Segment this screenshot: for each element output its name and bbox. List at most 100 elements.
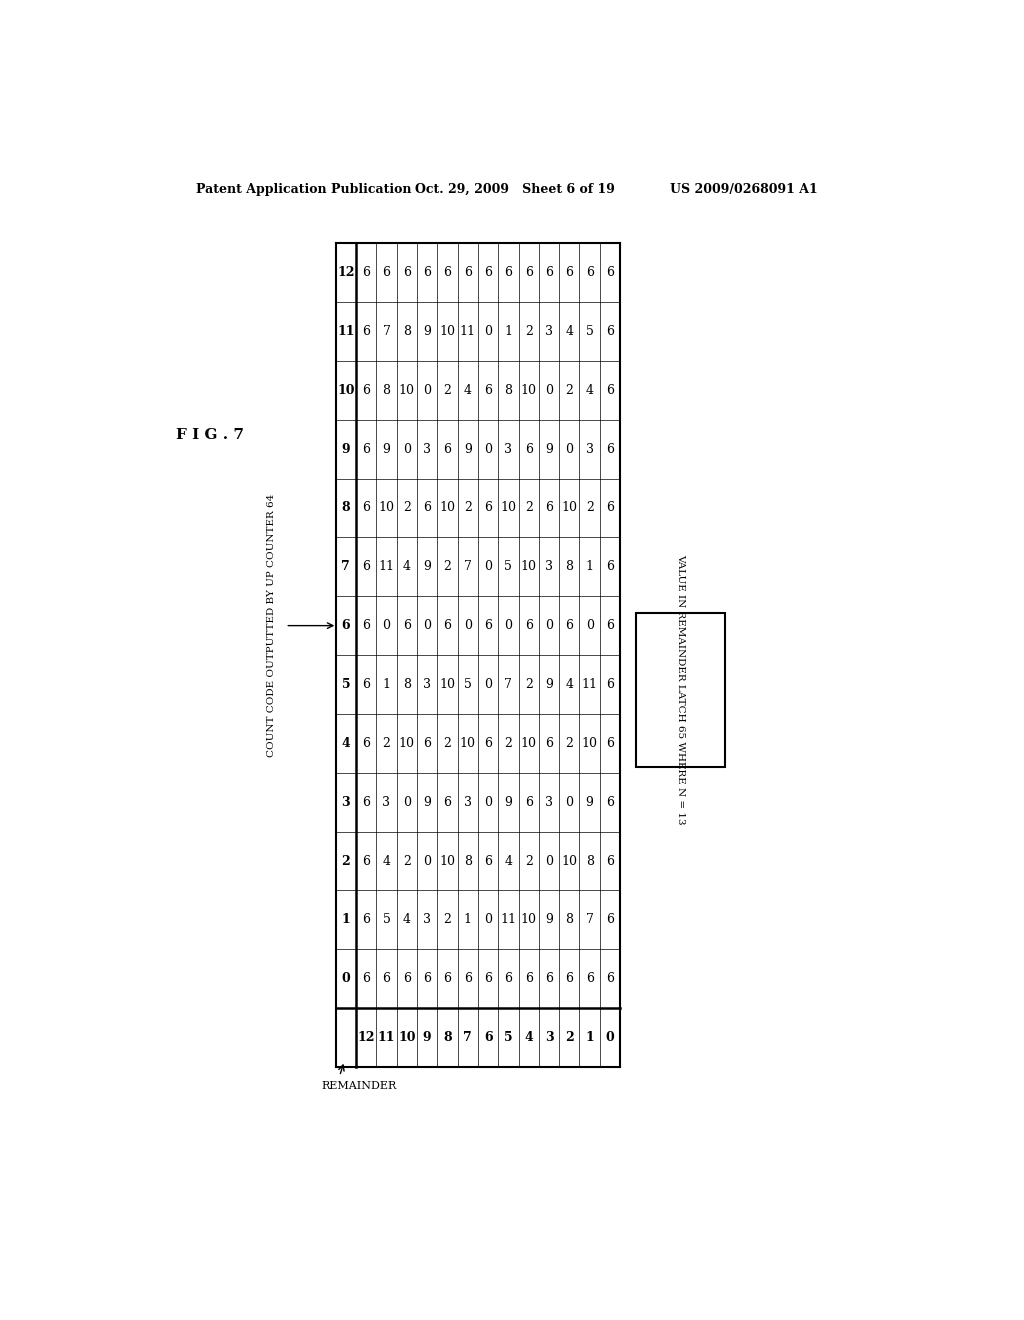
Text: 8: 8 xyxy=(464,854,472,867)
Text: 9: 9 xyxy=(505,796,512,809)
Text: 6: 6 xyxy=(362,854,370,867)
Text: 6: 6 xyxy=(565,973,573,985)
Text: 10: 10 xyxy=(398,1031,416,1044)
Text: 11: 11 xyxy=(337,325,354,338)
Text: 10: 10 xyxy=(439,502,456,515)
Text: 6: 6 xyxy=(545,973,553,985)
Text: 6: 6 xyxy=(565,267,573,279)
Text: 6: 6 xyxy=(606,737,614,750)
Text: 6: 6 xyxy=(545,267,553,279)
Text: 6: 6 xyxy=(524,973,532,985)
Text: 5: 5 xyxy=(504,1031,513,1044)
Text: 1: 1 xyxy=(505,325,512,338)
Text: 9: 9 xyxy=(423,1031,431,1044)
Text: 10: 10 xyxy=(520,737,537,750)
Text: 7: 7 xyxy=(586,913,594,927)
Text: 11: 11 xyxy=(378,1031,395,1044)
Text: 3: 3 xyxy=(545,325,553,338)
Text: 0: 0 xyxy=(341,973,350,985)
Text: 6: 6 xyxy=(524,267,532,279)
Text: 2: 2 xyxy=(565,384,573,397)
Text: 11: 11 xyxy=(501,913,516,927)
Text: 4: 4 xyxy=(524,1031,534,1044)
Text: 0: 0 xyxy=(545,384,553,397)
Text: 2: 2 xyxy=(402,502,411,515)
Text: 6: 6 xyxy=(362,737,370,750)
Text: COUNT CODE OUTPUTTED BY UP COUNTER 64: COUNT CODE OUTPUTTED BY UP COUNTER 64 xyxy=(267,494,275,758)
Text: 7: 7 xyxy=(383,325,390,338)
Text: 2: 2 xyxy=(586,502,594,515)
Text: 0: 0 xyxy=(505,619,512,632)
Text: 5: 5 xyxy=(342,678,350,690)
Text: 4: 4 xyxy=(586,384,594,397)
Text: 6: 6 xyxy=(443,442,452,455)
Text: 0: 0 xyxy=(423,384,431,397)
Text: 3: 3 xyxy=(342,796,350,809)
Text: 10: 10 xyxy=(337,384,354,397)
Text: 10: 10 xyxy=(398,737,415,750)
Text: 8: 8 xyxy=(443,1031,452,1044)
Text: 3: 3 xyxy=(383,796,390,809)
Text: 6: 6 xyxy=(362,325,370,338)
Text: 4: 4 xyxy=(565,678,573,690)
Text: 1: 1 xyxy=(586,560,594,573)
Text: 6: 6 xyxy=(383,973,390,985)
Text: 9: 9 xyxy=(383,442,390,455)
Text: 0: 0 xyxy=(423,619,431,632)
Text: 0: 0 xyxy=(484,678,493,690)
Text: 6: 6 xyxy=(362,502,370,515)
Text: 6: 6 xyxy=(586,267,594,279)
Text: 6: 6 xyxy=(606,384,614,397)
Text: 6: 6 xyxy=(484,854,493,867)
Text: 10: 10 xyxy=(561,502,578,515)
Text: F I G . 7: F I G . 7 xyxy=(176,428,244,442)
Text: 2: 2 xyxy=(524,502,532,515)
Text: 6: 6 xyxy=(484,502,493,515)
Text: 6: 6 xyxy=(464,267,472,279)
Text: Patent Application Publication: Patent Application Publication xyxy=(197,183,412,197)
Text: 9: 9 xyxy=(423,796,431,809)
Text: 4: 4 xyxy=(341,737,350,750)
Text: 3: 3 xyxy=(545,560,553,573)
Text: 6: 6 xyxy=(606,796,614,809)
Text: 9: 9 xyxy=(423,325,431,338)
Text: 0: 0 xyxy=(484,325,493,338)
Text: 6: 6 xyxy=(402,267,411,279)
Text: 0: 0 xyxy=(423,854,431,867)
Text: 6: 6 xyxy=(423,737,431,750)
Text: 2: 2 xyxy=(524,678,532,690)
Text: 2: 2 xyxy=(565,1031,573,1044)
Text: 2: 2 xyxy=(443,560,452,573)
Text: 0: 0 xyxy=(484,796,493,809)
Text: 6: 6 xyxy=(606,854,614,867)
Text: 10: 10 xyxy=(439,678,456,690)
Text: 6: 6 xyxy=(565,619,573,632)
Text: 7: 7 xyxy=(464,560,472,573)
Text: 2: 2 xyxy=(341,854,350,867)
Text: 1: 1 xyxy=(383,678,390,690)
Text: 5: 5 xyxy=(383,913,390,927)
Text: 6: 6 xyxy=(606,267,614,279)
Text: 6: 6 xyxy=(443,267,452,279)
Text: 4: 4 xyxy=(402,913,411,927)
Text: 0: 0 xyxy=(402,442,411,455)
Text: 3: 3 xyxy=(505,442,512,455)
Text: 10: 10 xyxy=(520,560,537,573)
Text: 6: 6 xyxy=(423,502,431,515)
Text: 3: 3 xyxy=(586,442,594,455)
Text: 6: 6 xyxy=(606,619,614,632)
Text: 9: 9 xyxy=(545,678,553,690)
Text: 6: 6 xyxy=(362,678,370,690)
Text: 9: 9 xyxy=(545,442,553,455)
Text: 6: 6 xyxy=(484,384,493,397)
Text: 7: 7 xyxy=(505,678,512,690)
Text: 4: 4 xyxy=(464,384,472,397)
Text: 6: 6 xyxy=(524,442,532,455)
Text: 3: 3 xyxy=(423,678,431,690)
Text: 5: 5 xyxy=(505,560,512,573)
Text: 6: 6 xyxy=(362,267,370,279)
Text: 6: 6 xyxy=(423,267,431,279)
Text: 8: 8 xyxy=(383,384,390,397)
Text: 2: 2 xyxy=(565,737,573,750)
Text: 6: 6 xyxy=(606,913,614,927)
